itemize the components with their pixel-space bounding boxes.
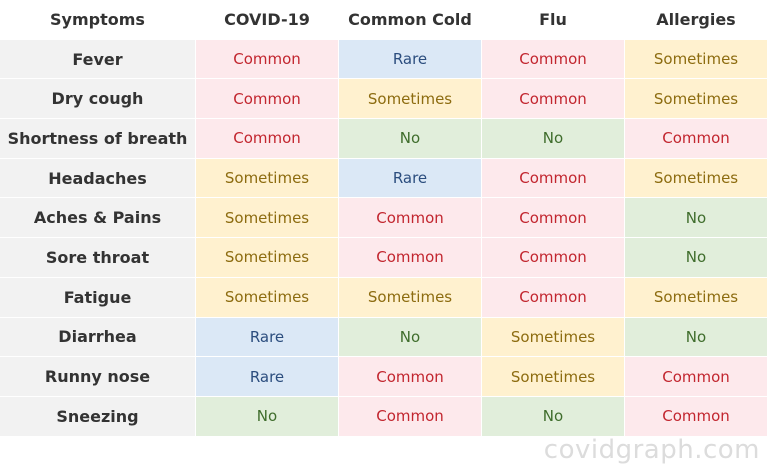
table-cell: No — [625, 198, 768, 239]
row-label: Dry cough — [0, 79, 196, 120]
table-cell: Sometimes — [482, 317, 625, 358]
table-cell: Sometimes — [196, 238, 339, 278]
table-cell: Common — [482, 277, 625, 318]
table-cell: Common — [482, 79, 625, 120]
table-cell: Common — [339, 396, 482, 437]
row-label: Shortness of breath — [0, 119, 196, 159]
row-label: Fever — [0, 39, 196, 80]
table-cell: No — [196, 396, 339, 437]
table-cell: Common — [482, 238, 625, 278]
table-cell: Sometimes — [339, 79, 482, 120]
symptoms-table: Symptoms COVID-19 Common Cold Flu Allerg… — [0, 0, 768, 437]
table-cell: Sometimes — [196, 158, 339, 199]
table-cell: Common — [625, 357, 768, 397]
table-cell: Common — [482, 198, 625, 239]
table-cell: Sometimes — [625, 158, 768, 199]
header-symptoms: Symptoms — [0, 0, 196, 40]
table-cell: Common — [339, 198, 482, 239]
table-cell: Rare — [196, 317, 339, 358]
table-cell: No — [625, 238, 768, 278]
table-cell: No — [339, 317, 482, 358]
table-cell: Sometimes — [339, 277, 482, 318]
table-cell: Common — [482, 158, 625, 199]
row-label: Diarrhea — [0, 317, 196, 358]
table-cell: No — [625, 317, 768, 358]
table-cell: Common — [482, 39, 625, 80]
header-common-cold: Common Cold — [339, 0, 482, 40]
row-label: Sore throat — [0, 238, 196, 278]
watermark-text: covidgraph.com — [543, 435, 760, 465]
table-cell: Rare — [339, 158, 482, 199]
table-cell: No — [482, 396, 625, 437]
table-cell: Sometimes — [625, 79, 768, 120]
table-cell: Common — [339, 238, 482, 278]
row-label: Fatigue — [0, 277, 196, 318]
header-covid-19: COVID-19 — [196, 0, 339, 40]
row-label: Sneezing — [0, 396, 196, 437]
table-cell: Rare — [196, 357, 339, 397]
header-flu: Flu — [482, 0, 625, 40]
table-cell: Common — [625, 396, 768, 437]
table-cell: Sometimes — [625, 277, 768, 318]
table-cell: Sometimes — [196, 277, 339, 318]
table-cell: Common — [625, 119, 768, 159]
row-label: Aches & Pains — [0, 198, 196, 239]
row-label: Headaches — [0, 158, 196, 199]
table-cell: Rare — [339, 39, 482, 80]
table-cell: Sometimes — [482, 357, 625, 397]
table-cell: Common — [196, 119, 339, 159]
table-cell: No — [339, 119, 482, 159]
header-allergies: Allergies — [625, 0, 768, 40]
table-cell: Sometimes — [625, 39, 768, 80]
table-cell: No — [482, 119, 625, 159]
table-cell: Common — [339, 357, 482, 397]
table-cell: Sometimes — [196, 198, 339, 239]
table-cell: Common — [196, 79, 339, 120]
row-label: Runny nose — [0, 357, 196, 397]
table-cell: Common — [196, 39, 339, 80]
